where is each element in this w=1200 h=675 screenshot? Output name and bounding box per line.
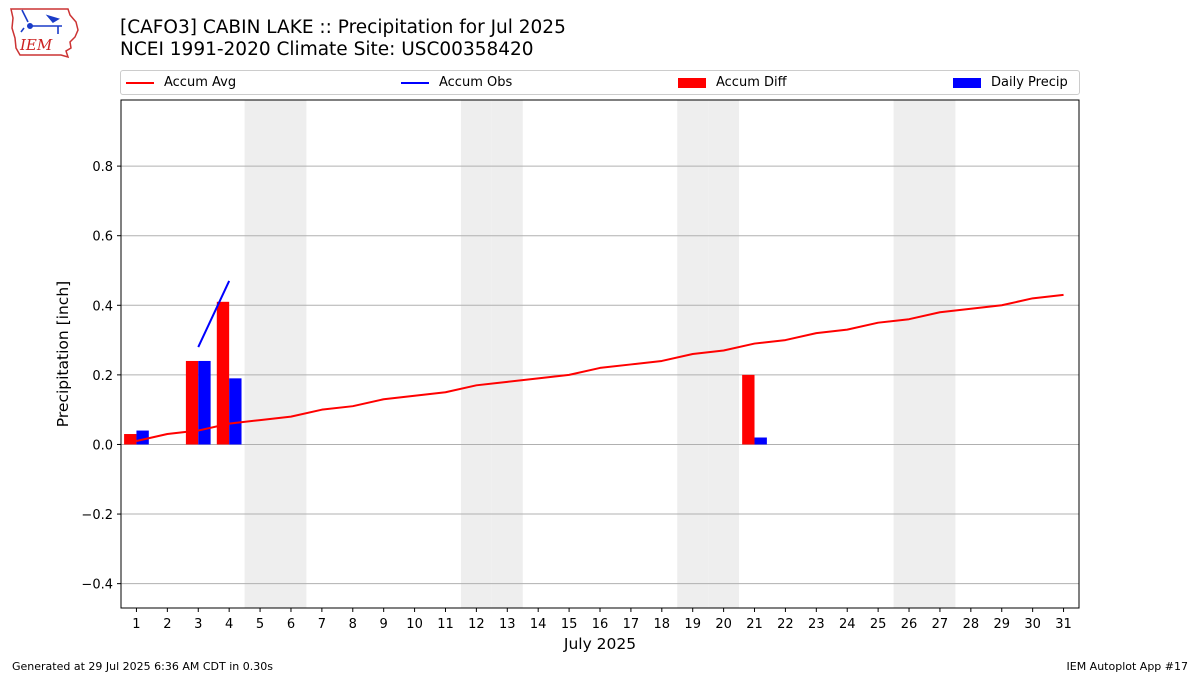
legend-swatch-accum-diff <box>678 77 706 88</box>
x-tick-label: 8 <box>349 617 357 632</box>
y-axis-label: Precipitation [inch] <box>54 281 72 427</box>
footer-app: IEM Autoplot App #17 <box>1066 660 1189 673</box>
legend-swatch-accum-avg <box>126 81 154 84</box>
legend-swatch-accum-obs <box>401 81 429 84</box>
x-tick-label: 23 <box>808 617 825 632</box>
y-tick-label: −0.4 <box>81 578 113 593</box>
weekend-band-day-27 <box>924 100 956 608</box>
line-accum-avg <box>136 293 1064 442</box>
y-tick-label: 0.8 <box>92 160 113 175</box>
x-tick-label: 11 <box>437 617 454 632</box>
x-tick-label: 19 <box>684 617 701 632</box>
footer-generated: Generated at 29 Jul 2025 6:36 AM CDT in … <box>12 660 273 673</box>
weekend-band-day-13 <box>491 100 523 608</box>
x-tick-label: 5 <box>256 617 264 632</box>
weather-station-icon <box>20 9 62 34</box>
bar-accum-diff-day-21 <box>742 374 755 445</box>
x-tick-label: 27 <box>932 617 949 632</box>
legend-label-accum-obs: Accum Obs <box>439 75 513 90</box>
x-tick-label: 14 <box>530 617 547 632</box>
bar-daily-precip-day-21 <box>754 437 767 445</box>
x-tick-label: 13 <box>499 617 516 632</box>
x-tick-label: 3 <box>194 617 202 632</box>
x-tick-label: 7 <box>318 617 326 632</box>
x-tick-label: 21 <box>746 617 763 632</box>
weekend-band-day-20 <box>708 100 740 608</box>
x-tick-label: 22 <box>777 617 794 632</box>
bar-accum-diff-day-3 <box>185 360 199 445</box>
x-tick-label: 26 <box>901 617 918 632</box>
x-tick-label: 20 <box>715 617 732 632</box>
x-tick-label: 18 <box>654 617 671 632</box>
legend-item-daily-precip: Daily Precip <box>953 71 1068 94</box>
y-tick-label: −0.2 <box>81 508 113 523</box>
legend-swatch-daily-precip <box>953 77 981 88</box>
y-tick-label: 0.4 <box>92 299 113 314</box>
x-tick-label: 29 <box>993 617 1010 632</box>
line-accum-obs <box>197 280 231 348</box>
x-tick-label: 1 <box>132 617 140 632</box>
chart-title-line2: NCEI 1991-2020 Climate Site: USC00358420 <box>120 39 534 60</box>
x-tick-label: 30 <box>1024 617 1041 632</box>
legend-item-accum-obs: Accum Obs <box>401 71 512 94</box>
x-tick-label: 31 <box>1055 617 1072 632</box>
legend-item-accum-diff: Accum Diff <box>678 71 787 94</box>
bar-daily-precip-day-4 <box>229 378 242 445</box>
x-tick-label: 2 <box>163 617 171 632</box>
y-tick-label: 0.0 <box>92 438 113 453</box>
bar-accum-diff-day-1 <box>124 434 137 445</box>
x-tick-label: 6 <box>287 617 295 632</box>
x-tick-label: 9 <box>380 617 388 632</box>
weekend-band-day-12 <box>460 100 492 608</box>
logo-text: IEM <box>19 36 53 54</box>
x-tick-label: 17 <box>623 617 640 632</box>
iem-logo: IEM <box>10 8 79 59</box>
x-tick-label: 12 <box>468 617 485 632</box>
chart-title-line1: [CAFO3] CABIN LAKE :: Precipitation for … <box>120 17 566 38</box>
bar-daily-precip-day-3 <box>198 360 211 445</box>
x-tick-label: 10 <box>406 617 423 632</box>
bar-daily-precip-day-1 <box>136 430 149 445</box>
legend-label-accum-avg: Accum Avg <box>164 75 237 90</box>
x-axis-label: July 2025 <box>563 635 636 653</box>
x-tick-label: 24 <box>839 617 856 632</box>
chart-title: [CAFO3] CABIN LAKE :: Precipitation for … <box>120 17 566 61</box>
weekend-band-day-6 <box>275 100 307 608</box>
x-tick-label: 4 <box>225 617 233 632</box>
legend-label-daily-precip: Daily Precip <box>991 75 1068 90</box>
x-tick-label: 25 <box>870 617 887 632</box>
weekend-band-day-5 <box>244 100 276 608</box>
y-tick-label: 0.6 <box>92 230 113 245</box>
legend-label-accum-diff: Accum Diff <box>716 75 787 90</box>
y-tick-label: 0.2 <box>92 369 113 384</box>
legend-item-accum-avg: Accum Avg <box>126 71 236 94</box>
chart-legend: Accum Avg Accum Obs Accum Diff Daily Pre… <box>120 70 1080 95</box>
x-tick-label: 15 <box>561 617 578 632</box>
x-tick-label: 28 <box>963 617 980 632</box>
x-tick-label: 16 <box>592 617 609 632</box>
weekend-band-day-26 <box>893 100 925 608</box>
iowa-outline-icon <box>10 8 79 59</box>
bar-accum-diff-day-4 <box>216 301 230 445</box>
